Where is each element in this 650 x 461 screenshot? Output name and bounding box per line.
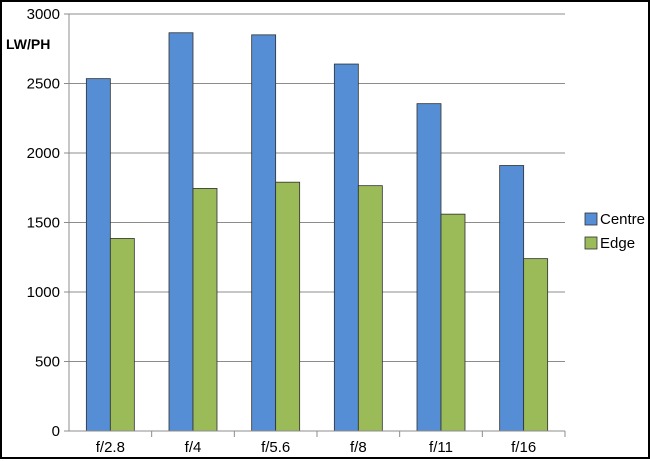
bar-edge-0: [109, 238, 135, 432]
y-tick-labels: 0 500 1000 1500 2000 2500 3000: [27, 6, 60, 440]
bar-edge-3: [357, 185, 383, 432]
x-tick-labels: f/2.8 f/4 f/5.6 f/8 f/11 f/16: [96, 439, 536, 456]
bars: [85, 32, 549, 432]
bar-centre-0: [85, 78, 111, 432]
y-tick-label: 1500: [27, 215, 60, 232]
y-tick-label: 500: [35, 354, 60, 371]
axes: [64, 14, 566, 437]
x-tick-label: f/5.6: [261, 439, 290, 456]
x-tick-label: f/11: [429, 439, 453, 456]
x-tick-label: f/16: [511, 439, 536, 456]
legend: Centre Edge: [584, 211, 645, 252]
legend-swatch-edge: [584, 236, 598, 250]
bar-centre-1: [168, 32, 194, 432]
legend-swatch-centre: [584, 212, 598, 226]
legend-label-centre: Centre: [600, 211, 645, 228]
y-tick-label: 2000: [27, 145, 60, 162]
x-tick-label: f/8: [350, 439, 367, 456]
bar-edge-4: [440, 213, 466, 432]
y-tick-label: 2500: [27, 76, 60, 93]
gridlines: [64, 13, 565, 432]
y-tick-label: 1000: [27, 284, 60, 301]
x-tick-label: f/4: [185, 439, 202, 456]
bar-edge-5: [523, 258, 549, 432]
bar-centre-4: [416, 103, 442, 432]
y-tick-label: 0: [52, 423, 60, 440]
bar-centre-5: [499, 165, 525, 432]
bar-centre-2: [251, 34, 277, 432]
y-axis-label: LW/PH: [6, 36, 50, 52]
legend-label-edge: Edge: [600, 235, 635, 252]
bar-edge-1: [192, 188, 218, 432]
bar-centre-3: [333, 63, 359, 432]
x-tick-label: f/2.8: [96, 439, 125, 456]
y-tick-label: 3000: [27, 6, 60, 23]
bar-edge-2: [275, 181, 301, 432]
